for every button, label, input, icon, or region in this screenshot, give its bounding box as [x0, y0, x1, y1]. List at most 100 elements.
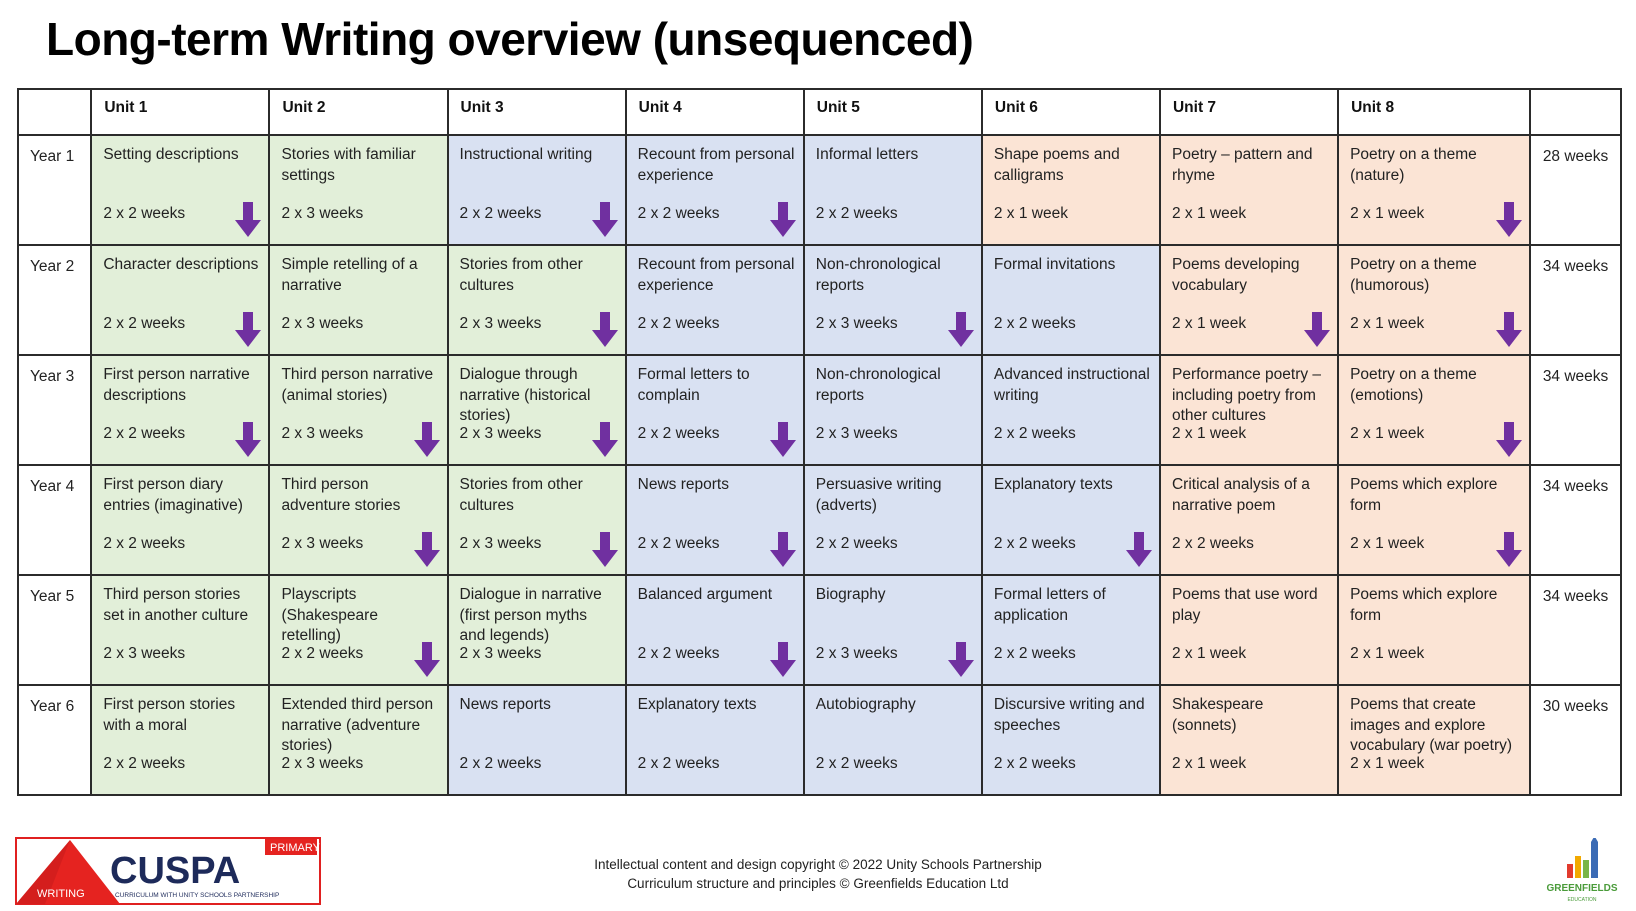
logo-wordmark: CUSPA — [110, 850, 240, 892]
unit-title: Poems that use word play — [1171, 586, 1318, 624]
arrow-down-icon — [1495, 202, 1522, 237]
unit-cell: Playscripts (Shakespeare retelling) 2 x 2… — [268, 574, 449, 686]
unit-cell: Biography 2 x 3 weeks — [802, 574, 983, 686]
total-weeks-label: 34 weeks — [1542, 258, 1609, 275]
unit-duration: 2 x 1 week — [1171, 315, 1247, 332]
total-weeks-label: 34 weeks — [1542, 588, 1609, 605]
unit-header: Unit 7 — [1158, 88, 1340, 136]
arrow-down-icon — [413, 642, 440, 677]
unit-cell: Non-chronological reports 2 x 3 weeks — [802, 354, 983, 466]
unit-cell: Dialogue in narrative (first person myth… — [446, 574, 627, 686]
unit-title: Poetry on a theme (nature) — [1350, 146, 1477, 184]
unit-title: Poetry on a theme (humorous) — [1350, 256, 1477, 294]
unit-cell: Stories from other cultures 2 x 3 weeks — [446, 464, 627, 576]
unit-duration: 2 x 3 weeks — [103, 645, 186, 662]
unit-cell: Explanatory texts 2 x 2 weeks — [624, 684, 805, 796]
total-weeks-label: 30 weeks — [1542, 698, 1609, 715]
unit-title: Setting descriptions — [103, 146, 239, 163]
unit-cell: Recount from personal experience 2 x 2 we… — [624, 134, 805, 246]
unit-duration: 2 x 2 weeks — [103, 315, 186, 332]
table-row: Year 1 Setting descriptions 2 x 2 weeks Sto… — [16, 134, 1623, 246]
arrow-down-icon — [769, 202, 796, 237]
unit-duration: 2 x 3 weeks — [281, 755, 364, 772]
unit-cell: Extended third person narrative (adventu… — [268, 684, 449, 796]
year-cell: Year 5 — [16, 574, 93, 686]
writing-overview-table: Unit 1 Unit 2 Unit 3 Unit 4 Unit 5 Unit … — [16, 88, 1623, 796]
unit-cell: Poems which explore form 2 x 1 week — [1337, 464, 1531, 576]
greenfields-education-logo: GREENFIELDS EDUCATION — [1546, 838, 1618, 903]
unit-title: Performance poetry – including poetry fr… — [1171, 366, 1322, 424]
unit-duration: 2 x 1 week — [993, 205, 1068, 222]
unit-cell: Formal letters to complain 2 x 2 weeks — [624, 354, 805, 466]
unit-header: Unit 2 — [268, 88, 449, 136]
unit-duration: 2 x 2 weeks — [815, 205, 898, 222]
unit-duration: 2 x 3 weeks — [281, 535, 364, 552]
total-weeks-cell: 34 weeks — [1528, 354, 1623, 466]
arrow-down-icon — [235, 312, 262, 347]
unit-cell: First person narrative descriptions 2 x 2… — [90, 354, 271, 466]
unit-cell: Simple retelling of a narrative 2 x 3 wee… — [268, 244, 449, 356]
unit-cell: Autobiography 2 x 2 weeks — [802, 684, 983, 796]
unit-cell: First person stories with a moral 2 x 2 w… — [90, 684, 271, 796]
unit-duration: 2 x 3 weeks — [815, 315, 898, 332]
cuspa-writing-logo: WRITING CUSPA PRIMARY CURRICULUM WITH UN… — [15, 837, 321, 905]
unit-duration: 2 x 1 week — [1171, 425, 1247, 442]
unit-duration: 2 x 1 week — [1171, 755, 1247, 772]
unit-duration: 2 x 2 weeks — [637, 205, 720, 222]
unit-header: Unit 8 — [1337, 88, 1531, 136]
unit-duration: 2 x 3 weeks — [815, 425, 898, 442]
unit-title: Poems developing vocabulary — [1171, 256, 1300, 294]
unit-duration: 2 x 1 week — [1350, 755, 1425, 772]
total-weeks-cell: 34 weeks — [1528, 464, 1623, 576]
unit-cell: Third person stories set in another cult… — [90, 574, 271, 686]
unit-title: News reports — [459, 696, 551, 713]
unit-cell: Character descriptions 2 x 2 weeks — [90, 244, 271, 356]
unit-duration: 2 x 2 weeks — [993, 315, 1076, 332]
unit-duration: 2 x 3 weeks — [459, 645, 542, 662]
unit-title: Simple retelling of a narrative — [281, 256, 418, 294]
unit-duration: 2 x 3 weeks — [281, 315, 364, 332]
unit-title: Instructional writing — [459, 146, 593, 163]
total-weeks-label: 28 weeks — [1542, 148, 1609, 165]
logo-subtitle: CURRICULUM WITH UNITY SCHOOLS PARTNERSHI… — [115, 892, 279, 899]
unit-title: Autobiography — [815, 696, 916, 713]
unit-cell: Shape poems and calligrams 2 x 1 week — [980, 134, 1161, 246]
unit-cell: Third person adventure stories 2 x 3 week… — [268, 464, 449, 576]
unit-title: Poems which explore form — [1350, 476, 1498, 514]
unit-duration: 2 x 2 weeks — [993, 535, 1076, 552]
unit-title: Third person adventure stories — [281, 476, 401, 514]
unit-duration: 2 x 2 weeks — [1171, 535, 1254, 552]
arrow-down-icon — [591, 422, 618, 457]
unit-title: Recount from personal experience — [637, 146, 795, 184]
unit-duration: 2 x 1 week — [1350, 205, 1425, 222]
unit-duration: 2 x 2 weeks — [281, 645, 364, 662]
unit-title: First person stories with a moral — [103, 696, 236, 734]
unit-title: Poems that create images and explore voc… — [1350, 696, 1513, 754]
page-title: Long-term Writing overview (unsequenced) — [46, 13, 974, 65]
unit-duration: 2 x 1 week — [1350, 645, 1425, 662]
unit-duration: 2 x 3 weeks — [459, 535, 542, 552]
year-label: Year 3 — [30, 368, 75, 385]
unit-duration: 2 x 2 weeks — [637, 645, 720, 662]
greenfields-subtitle: EDUCATION — [1567, 897, 1596, 903]
table-row: Year 3 First person narrative description… — [16, 354, 1623, 466]
logo-tag-text: WRITING — [37, 888, 85, 900]
arrow-down-icon — [413, 532, 440, 567]
table-row: Year 4 First person diary entries (imagin… — [16, 464, 1623, 576]
unit-duration: 2 x 2 weeks — [815, 755, 898, 772]
unit-duration: 2 x 2 weeks — [103, 205, 186, 222]
unit-title: Persuasive writing (adverts) — [815, 476, 942, 514]
year-cell: Year 6 — [16, 684, 93, 796]
year-cell: Year 3 — [16, 354, 93, 466]
unit-duration: 2 x 3 weeks — [281, 205, 364, 222]
unit-duration: 2 x 3 weeks — [459, 425, 542, 442]
unit-cell: Shakespeare (sonnets) 2 x 1 week — [1158, 684, 1340, 796]
unit-title: Explanatory texts — [637, 696, 757, 713]
unit-cell: Poems that create images and explore voc… — [1337, 684, 1531, 796]
unit-duration: 2 x 2 weeks — [459, 205, 542, 222]
unit-title: Advanced instructional writing — [993, 366, 1150, 404]
unit-cell: Poems that use word play 2 x 1 week — [1158, 574, 1340, 686]
table-row: Year 5 Third person stories set in anothe… — [16, 574, 1623, 686]
unit-title: Poetry on a theme (emotions) — [1350, 366, 1477, 404]
year-cell: Year 2 — [16, 244, 93, 356]
